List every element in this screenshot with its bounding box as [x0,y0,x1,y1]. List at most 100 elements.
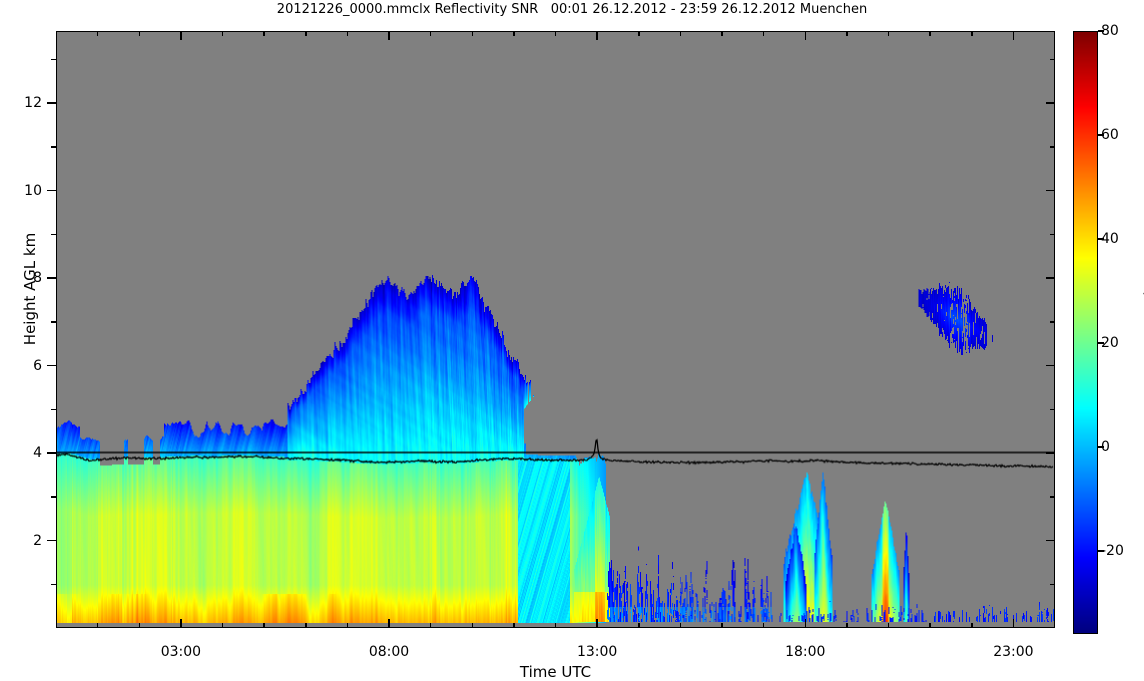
y-tick-label: 6 [33,357,42,374]
y-tick-major [47,539,56,542]
heatmap-layer [57,32,1054,627]
x-tick-minor [554,623,557,628]
y-tick-minor [51,408,56,411]
x-tick-minor-top [263,31,265,36]
plot-area [56,31,1055,628]
x-tick-minor-top [887,31,890,36]
y-tick-minor-right [1050,233,1055,236]
y-tick-label: 4 [33,445,42,462]
x-tick-minor-top [138,31,140,36]
y-tick-label: 10 [24,182,42,199]
y-tick-label: 2 [33,532,42,549]
y-tick-label: 12 [24,95,42,112]
y-tick-major [47,452,56,454]
y-tick-minor [51,146,56,148]
y-tick-minor-right [1050,58,1055,61]
y-tick-minor [51,583,56,585]
x-tick-major [1012,619,1015,628]
x-tick-minor [471,623,473,628]
colorbar-tick [1098,238,1104,240]
x-tick-minor-top [929,31,931,36]
x-tick-major-top [1012,31,1015,40]
y-tick-major [47,102,56,104]
x-tick-minor [96,623,99,628]
x-tick-label: 23:00 [993,644,1034,660]
x-tick-minor [429,623,432,628]
x-tick-major-top [804,31,806,40]
y-tick-minor-right [1050,321,1055,323]
colorbar-tick [1098,134,1104,136]
x-tick-minor [263,623,265,628]
x-tick-minor-top [471,31,473,36]
x-tick-minor [638,623,640,628]
x-tick-label: 18:00 [785,644,826,660]
x-tick-major-top [596,31,598,40]
x-tick-major [804,619,806,628]
y-tick-major-right [1046,189,1055,192]
x-tick-minor-top [429,31,432,36]
x-tick-minor [971,623,973,628]
x-tick-minor-top [638,31,640,36]
y-tick-major-right [1046,277,1055,279]
x-axis-title: Time UTC [519,663,592,681]
colorbar-tick-label: 80 [1101,23,1119,39]
colorbar [1073,31,1098,634]
x-tick-minor [846,623,848,628]
page-title: 20121226_0000.mmclx Reflectivity SNR 00:… [276,2,868,17]
y-tick-minor [51,58,56,61]
x-tick-label: 13:00 [576,644,618,660]
x-tick-minor-top [221,31,224,36]
x-tick-minor [138,623,140,628]
x-tick-minor-top [305,31,307,36]
y-tick-major-right [1046,539,1055,542]
colorbar-gradient [1074,32,1097,633]
colorbar-tick [1098,342,1104,344]
x-tick-label: 03:00 [160,644,202,660]
x-tick-minor [679,623,682,628]
radar-snr-heatmap [57,32,1054,627]
x-tick-minor-top [554,31,557,36]
colorbar-tick [1098,30,1104,32]
y-tick-minor-right [1050,496,1055,498]
y-tick-major [47,189,56,192]
colorbar-tick-label: -20 [1101,542,1124,559]
colorbar-tick-label: 20 [1101,334,1119,351]
x-tick-minor-top [971,31,973,36]
x-tick-minor [346,623,349,628]
y-tick-minor-right [1050,583,1055,585]
x-tick-major-top [180,31,182,40]
x-tick-minor [929,623,931,628]
y-axis-title: Height AGL km [21,232,39,346]
y-tick-major [47,277,56,279]
y-tick-label: 8 [33,270,42,287]
x-tick-minor [762,623,765,628]
x-tick-minor-top [762,31,765,36]
x-tick-major [596,619,598,628]
x-tick-minor-top [346,31,349,36]
x-tick-minor-top [846,31,848,36]
x-tick-major [388,619,390,628]
x-tick-minor [513,623,515,628]
y-tick-major-right [1046,452,1055,454]
colorbar-tick-label: 60 [1101,126,1119,143]
y-tick-minor [51,233,56,236]
y-tick-minor [51,321,56,323]
x-tick-minor [721,623,723,628]
x-tick-major [180,619,182,628]
x-tick-minor-top [96,31,99,36]
y-tick-major [47,364,56,367]
x-tick-major-top [388,31,390,40]
x-tick-minor [221,623,224,628]
x-tick-minor [887,623,890,628]
x-tick-minor-top [513,31,515,36]
y-tick-major-right [1046,364,1055,367]
x-tick-minor [305,623,307,628]
x-tick-minor-top [721,31,723,36]
x-tick-minor-top [679,31,682,36]
y-tick-major-right [1046,102,1055,104]
y-tick-minor [51,496,56,498]
colorbar-tick [1098,446,1104,448]
colorbar-tick-label: 40 [1101,230,1119,247]
x-tick-label: 08:00 [368,644,410,660]
y-tick-minor-right [1050,408,1055,411]
